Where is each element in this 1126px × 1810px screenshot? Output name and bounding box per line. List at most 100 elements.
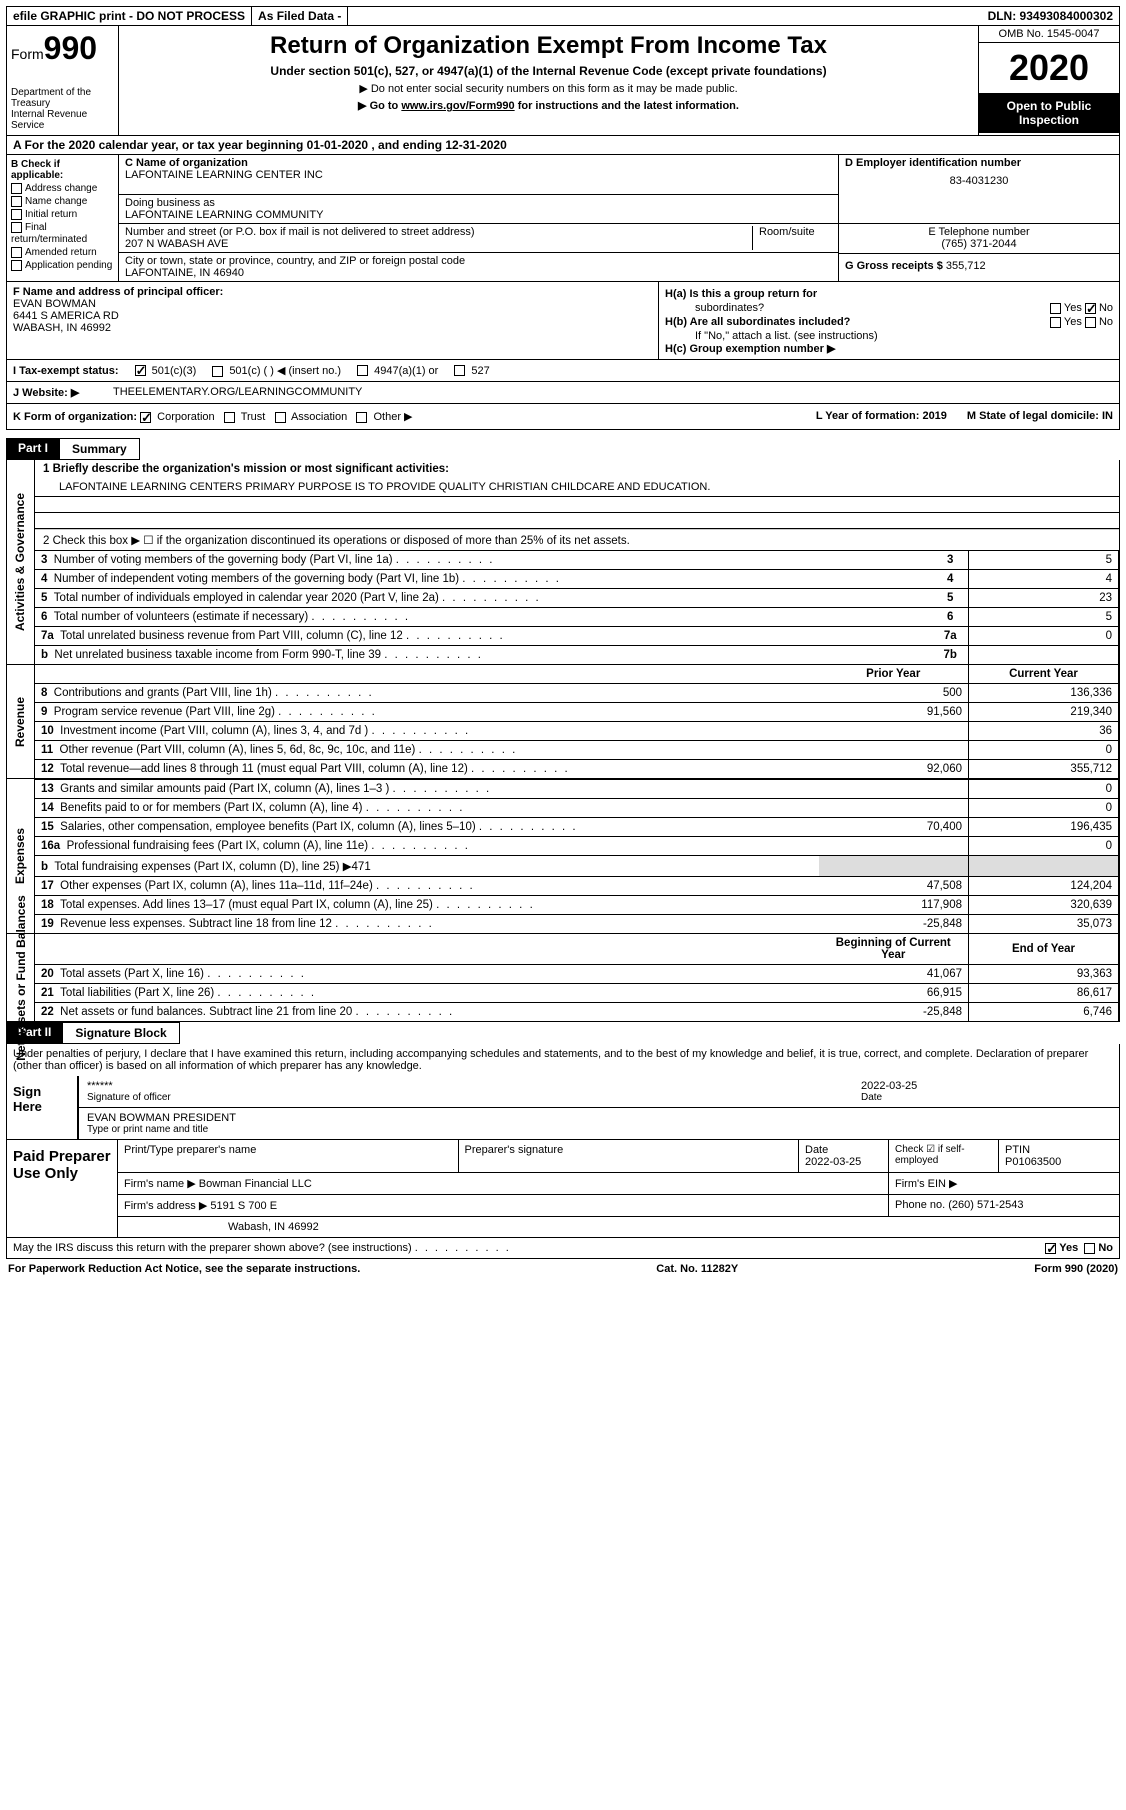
dept-label: Department of the Treasury Internal Reve… <box>11 87 114 131</box>
cb-address-change[interactable]: Address change <box>11 183 114 194</box>
addr-label: Number and street (or P.O. box if mail i… <box>125 226 752 238</box>
omb: OMB No. 1545-0047 <box>979 26 1119 43</box>
open-public: Open to Public Inspection <box>979 93 1119 133</box>
city-label: City or town, state or province, country… <box>125 255 832 267</box>
ha-yes[interactable] <box>1050 303 1061 314</box>
top-bar: efile GRAPHIC print - DO NOT PROCESS As … <box>6 6 1120 26</box>
subtitle: Under section 501(c), 527, or 4947(a)(1)… <box>125 64 972 78</box>
tab-activities: Activities & Governance <box>14 493 28 631</box>
firm-ein-label: Firm's EIN ▶ <box>889 1173 1119 1194</box>
officer-addr1: 6441 S AMERICA RD <box>13 310 652 322</box>
instr-2: ▶ Go to www.irs.gov/Form990 for instruct… <box>125 99 972 112</box>
instr-1: ▶ Do not enter social security numbers o… <box>125 82 972 95</box>
row-fgh: F Name and address of principal officer:… <box>6 281 1120 359</box>
part1-title: Summary <box>60 438 140 460</box>
room-label: Room/suite <box>752 226 832 250</box>
sig-intro: Under penalties of perjury, I declare th… <box>7 1044 1119 1076</box>
gross-receipts: 355,712 <box>946 260 986 272</box>
line-1: 1 Briefly describe the organization's mi… <box>35 460 1119 478</box>
sig-of-label: Signature of officer <box>87 1092 861 1103</box>
pra-notice: For Paperwork Reduction Act Notice, see … <box>8 1263 360 1275</box>
sign-here: Sign Here <box>7 1076 77 1139</box>
form-ref: Form 990 (2020) <box>1034 1263 1118 1275</box>
b-label: B Check if applicable: <box>11 159 114 181</box>
irs-link[interactable]: www.irs.gov/Form990 <box>401 100 514 112</box>
footer: For Paperwork Reduction Act Notice, see … <box>6 1259 1120 1279</box>
cb-trust[interactable] <box>224 412 235 423</box>
city: LAFONTAINE, IN 46940 <box>125 267 832 279</box>
na-table: Beginning of Current YearEnd of Year20 T… <box>35 934 1119 1021</box>
paid-preparer: Paid Preparer Use Only <box>7 1140 117 1237</box>
dln-label: DLN: 93493084000302 <box>982 7 1119 25</box>
year-formation: L Year of formation: 2019 <box>816 410 947 423</box>
row-k: K Form of organization: Corporation Trus… <box>6 403 1120 430</box>
firm-addr2: Wabash, IN 46992 <box>118 1217 1119 1237</box>
tab-netassets: Net Assets or Fund Balances <box>14 895 28 1061</box>
self-emp: Check ☑ if self-employed <box>889 1140 999 1172</box>
ein: 83-4031230 <box>845 169 1113 193</box>
section-bcd: B Check if applicable: Address change Na… <box>6 155 1120 281</box>
hb-no[interactable] <box>1085 317 1096 328</box>
cb-application-pending[interactable]: Application pending <box>11 260 114 271</box>
firm-addr1: 5191 S 700 E <box>210 1200 277 1212</box>
part2-header: Part II Signature Block <box>6 1022 1120 1044</box>
activities-section: Activities & Governance 1 Briefly descri… <box>6 460 1120 665</box>
expenses-section: Expenses 13 Grants and similar amounts p… <box>6 779 1120 934</box>
cb-name-change[interactable]: Name change <box>11 196 114 207</box>
header: Form990 Department of the Treasury Inter… <box>6 26 1120 136</box>
sig-date: 2022-03-25 <box>861 1080 1111 1092</box>
row-j: J Website: ▶ THEELEMENTARY.ORG/LEARNINGC… <box>6 381 1120 403</box>
main-title: Return of Organization Exempt From Incom… <box>125 32 972 60</box>
line-2: 2 Check this box ▶ ☐ if the organization… <box>35 529 1119 550</box>
cb-501c[interactable] <box>212 366 223 377</box>
cb-527[interactable] <box>454 365 465 376</box>
revenue-section: Revenue Prior YearCurrent Year8 Contribu… <box>6 665 1120 779</box>
d-label: D Employer identification number <box>845 157 1113 169</box>
part1-header: Part I Summary <box>6 438 1120 460</box>
hb-yes[interactable] <box>1050 317 1061 328</box>
cb-initial-return[interactable]: Initial return <box>11 209 114 220</box>
ag-table: 3 Number of voting members of the govern… <box>35 550 1119 664</box>
date-label: Date <box>861 1092 1111 1103</box>
ha-no[interactable] <box>1085 303 1096 314</box>
cb-501c3[interactable] <box>135 365 146 376</box>
website: THEELEMENTARY.ORG/LEARNINGCOMMUNITY <box>113 386 362 399</box>
g-label: G Gross receipts $ <box>845 260 943 272</box>
cat-no: Cat. No. 11282Y <box>656 1263 738 1275</box>
dba-label: Doing business as <box>125 197 832 209</box>
e-label: E Telephone number <box>845 226 1113 238</box>
cb-assoc[interactable] <box>275 412 286 423</box>
org-name: LAFONTAINE LEARNING CENTER INC <box>125 169 832 181</box>
cb-4947[interactable] <box>357 365 368 376</box>
ptin: P01063500 <box>1005 1156 1061 1168</box>
tab-expenses: Expenses <box>14 828 28 884</box>
firm-phone: (260) 571-2543 <box>948 1199 1023 1211</box>
cb-corp[interactable] <box>140 412 151 423</box>
cb-amended-return[interactable]: Amended return <box>11 247 114 258</box>
f-label: F Name and address of principal officer: <box>13 286 652 298</box>
officer-name: EVAN BOWMAN <box>13 298 652 310</box>
exp-table: 13 Grants and similar amounts paid (Part… <box>35 779 1119 933</box>
efile-label: efile GRAPHIC print - DO NOT PROCESS <box>7 7 252 25</box>
row-i: I Tax-exempt status: 501(c)(3) 501(c) ( … <box>6 359 1120 381</box>
c-name-label: C Name of organization <box>125 157 832 169</box>
part1-label: Part I <box>6 438 60 460</box>
form-number: 990 <box>44 30 97 66</box>
signature-block: Under penalties of perjury, I declare th… <box>6 1044 1120 1238</box>
discuss-yes[interactable] <box>1045 1243 1056 1254</box>
officer-printed: EVAN BOWMAN PRESIDENT <box>87 1112 1111 1124</box>
firm-name: Bowman Financial LLC <box>199 1178 312 1190</box>
h-note: If "No," attach a list. (see instruction… <box>665 330 1113 342</box>
part2-title: Signature Block <box>63 1022 179 1044</box>
mission-text: LAFONTAINE LEARNING CENTERS PRIMARY PURP… <box>35 478 1119 497</box>
discuss-no[interactable] <box>1084 1243 1095 1254</box>
cb-final-return[interactable]: Final return/terminated <box>11 222 114 244</box>
prep-sig-label: Preparer's signature <box>459 1140 800 1172</box>
tab-revenue: Revenue <box>14 696 28 746</box>
tax-year: 2020 <box>979 43 1119 93</box>
cb-other[interactable] <box>356 412 367 423</box>
form-label: Form <box>11 46 44 62</box>
type-label: Type or print name and title <box>87 1124 1111 1135</box>
asfiled-label: As Filed Data - <box>252 7 348 25</box>
rev-table: Prior YearCurrent Year8 Contributions an… <box>35 665 1119 778</box>
